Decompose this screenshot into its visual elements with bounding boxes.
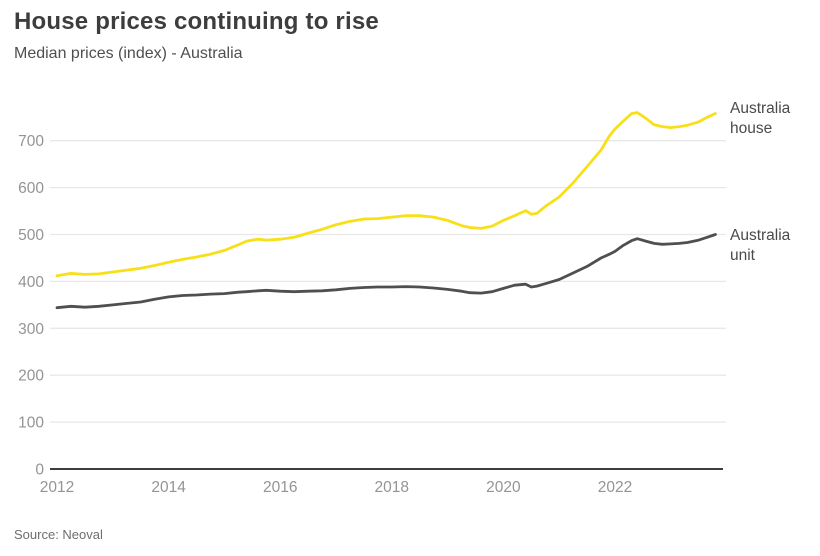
y-tick-label-400: 400 [18, 274, 44, 291]
y-tick-label-100: 100 [18, 415, 44, 432]
series-label-australia-house: Australia house [730, 100, 791, 138]
y-tick-label-200: 200 [18, 368, 44, 385]
x-tick-label-2016: 2016 [263, 479, 297, 496]
x-tick-label-2018: 2018 [375, 479, 409, 496]
y-tick-label-700: 700 [18, 133, 44, 150]
page-title: House prices continuing to rise [14, 8, 379, 35]
y-tick-label-300: 300 [18, 321, 44, 338]
x-tick-label-2014: 2014 [151, 479, 186, 496]
line-australia-unit [55, 233, 717, 310]
y-tick-label-600: 600 [18, 180, 44, 197]
source-caption: Source: Neoval [14, 527, 103, 542]
y-tick-label-0: 0 [35, 462, 44, 479]
x-tick-label-2022: 2022 [598, 479, 632, 496]
x-tick-label-2020: 2020 [486, 479, 521, 496]
chart-subtitle: Median prices (index) - Australia [14, 45, 243, 62]
x-tick-label-2012: 2012 [40, 479, 74, 496]
line-australia-house [55, 111, 717, 278]
y-tick-label-500: 500 [18, 227, 44, 244]
chart-header: House prices continuing to rise Median p… [14, 8, 379, 63]
series-label-australia-unit: Australia unit [730, 227, 791, 265]
